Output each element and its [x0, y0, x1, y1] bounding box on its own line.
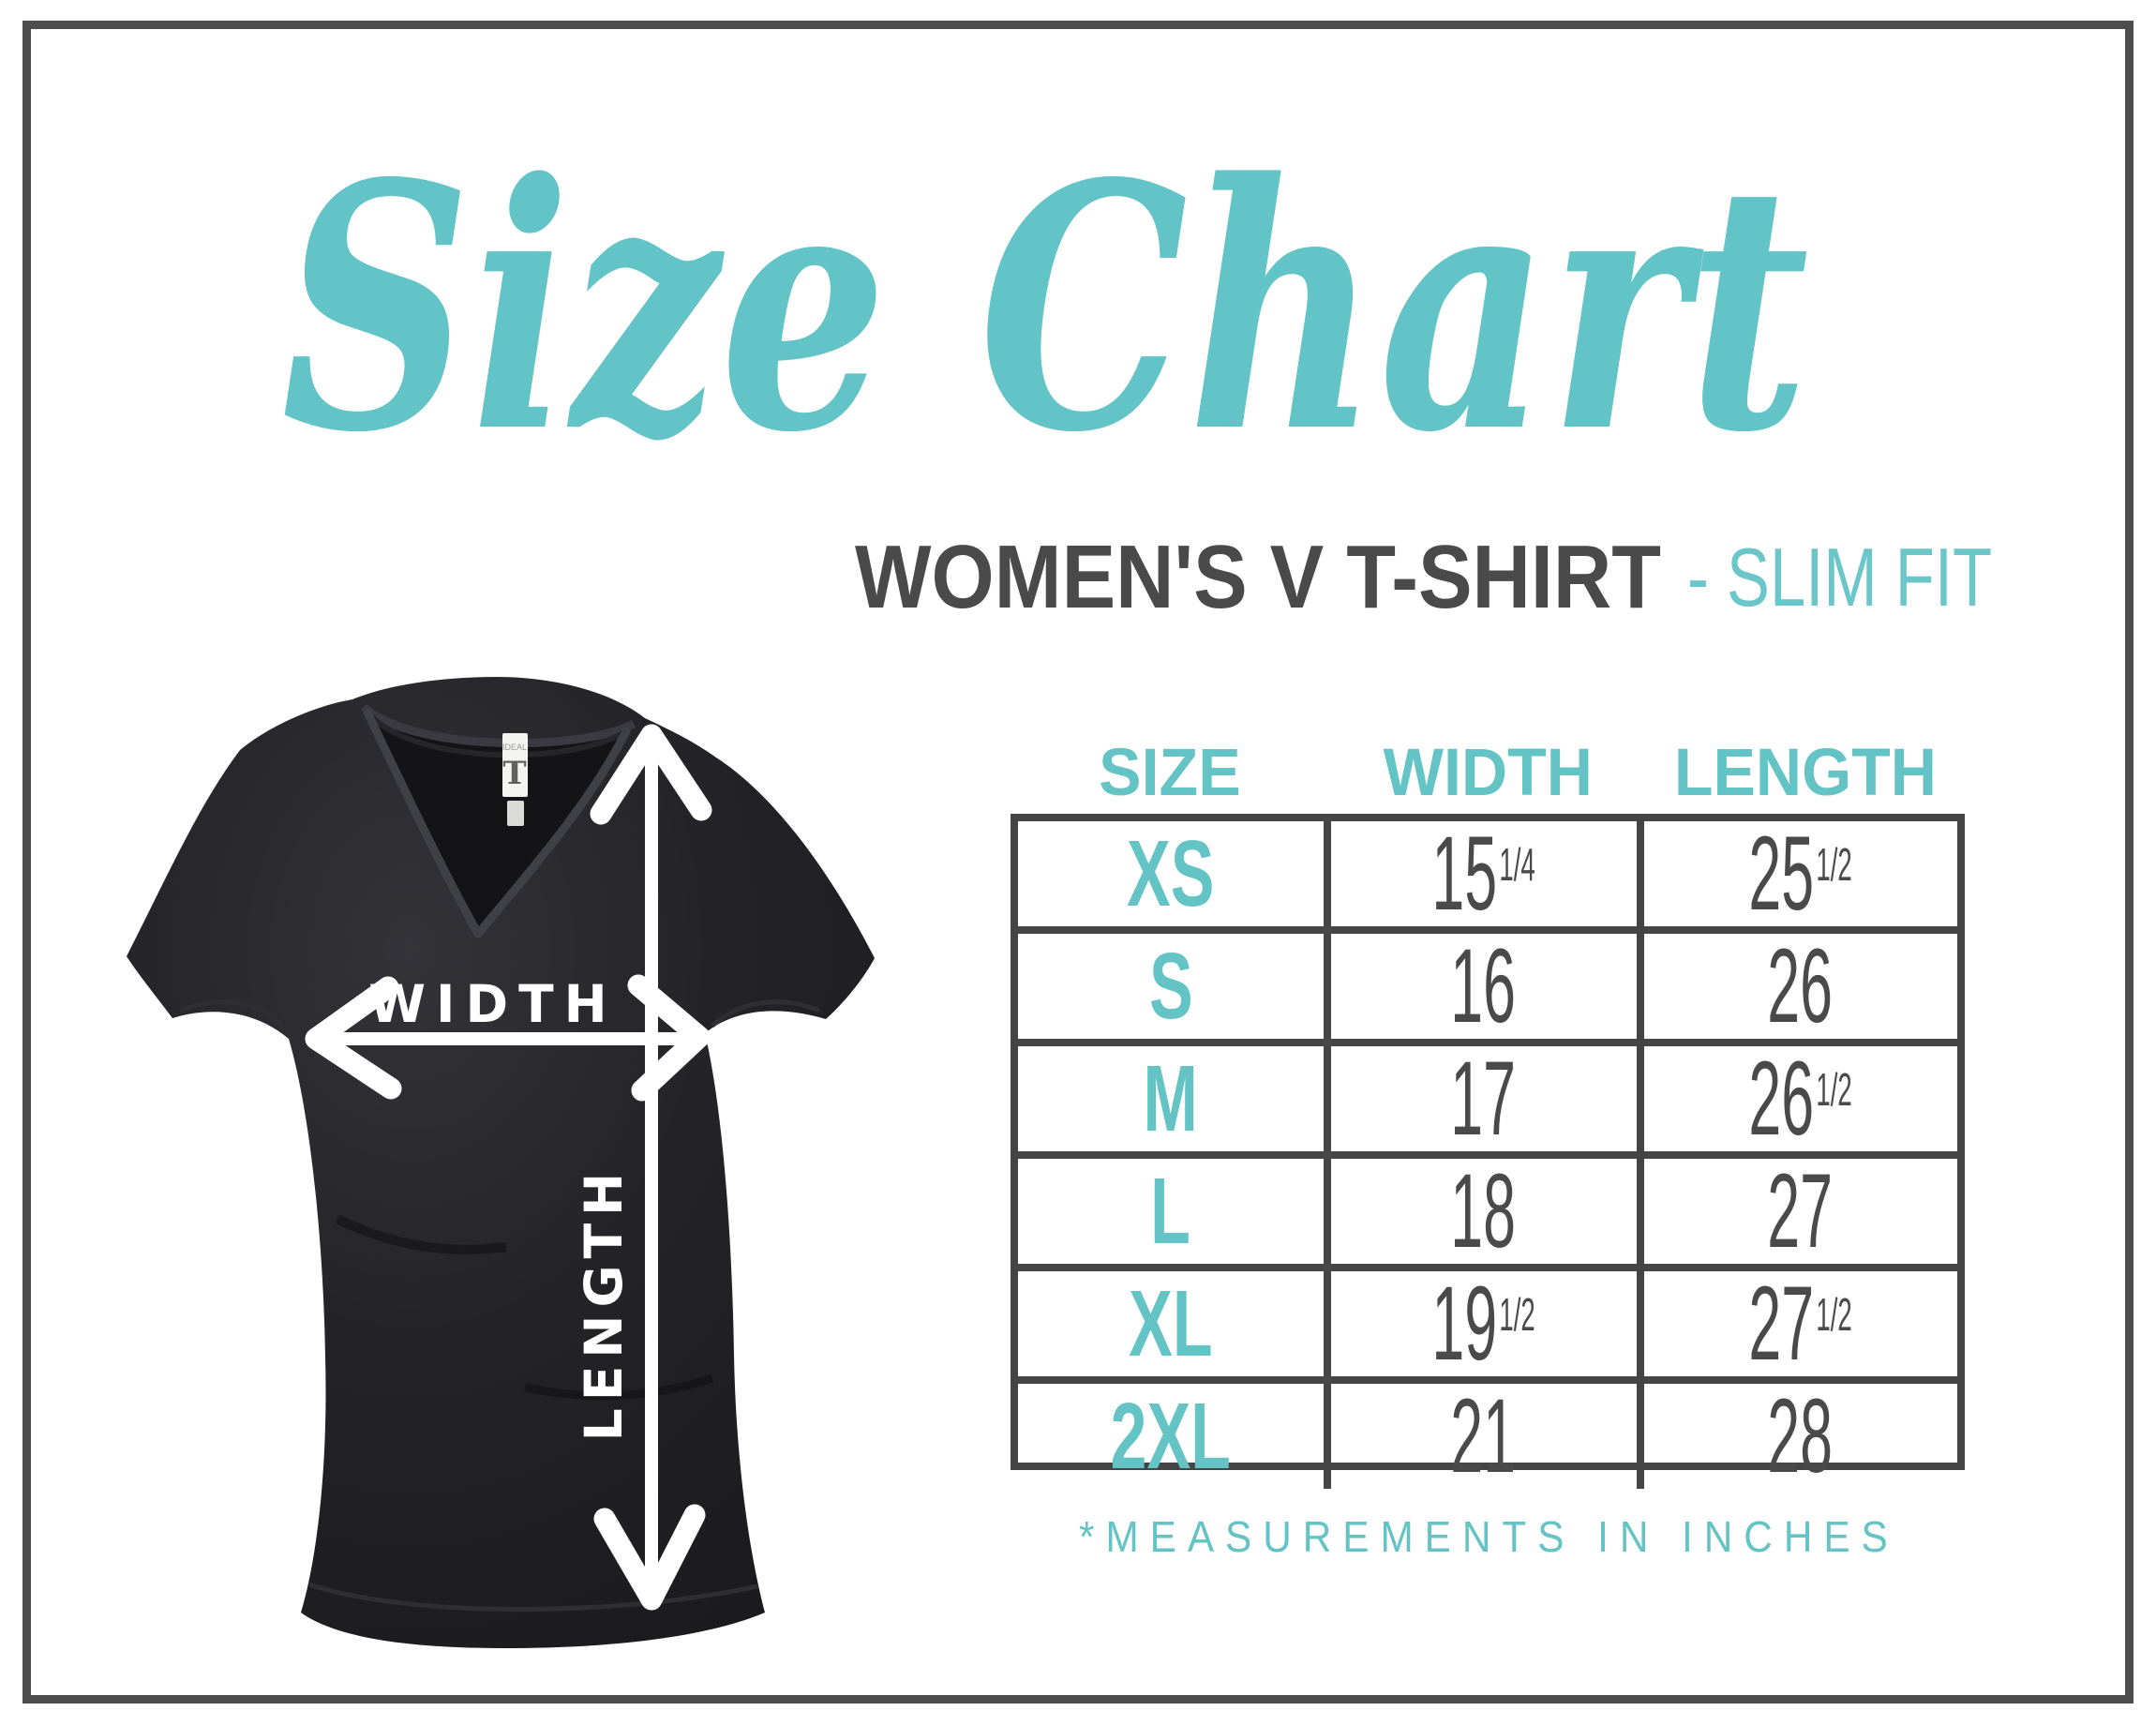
- table-cell-length: 27: [1644, 1159, 1957, 1271]
- length-fraction: 1/2: [1816, 839, 1853, 892]
- neck-tag-brand: IDEAL: [502, 743, 527, 752]
- fold-shadow: [524, 1373, 714, 1401]
- width-value: 17: [1449, 1040, 1516, 1157]
- table-header-row: SIZE WIDTH LENGTH: [1011, 733, 1965, 806]
- size-value: M: [1143, 1046, 1199, 1151]
- length-value: 261/2: [1748, 1040, 1853, 1157]
- page-title: Size Chart: [281, 110, 1809, 506]
- table-cell-size: M: [1018, 1046, 1331, 1159]
- header-block: Size Chart WOMEN'S V T-SHIRT - SLIM FIT: [281, 110, 1992, 627]
- length-fraction: 1/2: [1816, 1289, 1853, 1342]
- length-arrow: [590, 724, 712, 1611]
- length-value: 251/2: [1748, 815, 1853, 932]
- collar-rib: [360, 703, 636, 748]
- table-cell-length: 271/2: [1644, 1271, 1957, 1384]
- table-cell-width: 18: [1331, 1159, 1644, 1271]
- length-value: 27: [1766, 1152, 1833, 1269]
- neck-tag-letter: T: [502, 755, 526, 792]
- size-value: XS: [1127, 821, 1215, 926]
- table-cell-width: 151/4: [1331, 821, 1644, 934]
- tshirt-silhouette: [127, 677, 875, 1648]
- size-value: 2XL: [1110, 1384, 1232, 1489]
- table-cell-width: 17: [1331, 1046, 1644, 1159]
- page-border-frame: [22, 21, 2134, 1703]
- length-value: 271/2: [1748, 1265, 1853, 1382]
- length-fraction: 1/2: [1816, 1064, 1853, 1117]
- table-cell-length: 26: [1644, 934, 1957, 1046]
- footnote-text: *MEASUREMENTS IN INCHES: [1078, 1512, 1899, 1561]
- collar-rib-inner: [368, 713, 628, 758]
- table-cell-width: 191/2: [1331, 1271, 1644, 1384]
- column-header-width: WIDTH: [1383, 736, 1593, 810]
- width-value: 16: [1449, 927, 1516, 1044]
- subtitle-fit: - SLIM FIT: [1687, 531, 1992, 623]
- left-sleeve-stitch: [179, 999, 285, 1029]
- size-value: XL: [1129, 1271, 1213, 1376]
- table-cell-size: 2XL: [1018, 1384, 1331, 1489]
- table-cell-length: 261/2: [1644, 1046, 1957, 1159]
- width-arrow: [305, 974, 711, 1102]
- table-cell-size: XL: [1018, 1271, 1331, 1384]
- table-cell-size: S: [1018, 934, 1331, 1046]
- vneck-opening: [367, 711, 626, 934]
- length-value: 26: [1766, 927, 1833, 1044]
- column-header-length: LENGTH: [1674, 736, 1938, 810]
- table-cell-size: L: [1018, 1159, 1331, 1271]
- vneck-trim-right: [473, 727, 631, 938]
- fold-shadow: [335, 1214, 507, 1254]
- width-value: 18: [1449, 1152, 1516, 1269]
- width-value: 151/4: [1431, 815, 1536, 932]
- measurements-footnote: *MEASUREMENTS IN INCHES: [1011, 1511, 1967, 1562]
- table-cell-width: 16: [1331, 934, 1644, 1046]
- column-header-size: SIZE: [1098, 736, 1241, 810]
- table-cell-size: XS: [1018, 821, 1331, 934]
- width-label: WIDTH: [368, 974, 617, 1034]
- table-cell-length: 251/2: [1644, 821, 1957, 934]
- vneck-trim-left: [363, 708, 483, 938]
- table-cell-length: 28: [1644, 1384, 1957, 1489]
- size-value: S: [1148, 934, 1193, 1039]
- width-value: 191/2: [1431, 1265, 1536, 1382]
- right-sleeve-stitch: [711, 999, 820, 1028]
- width-fraction: 1/4: [1499, 839, 1536, 892]
- length-label: LENGTH: [574, 1165, 634, 1441]
- width-fraction: 1/2: [1499, 1289, 1536, 1342]
- length-value: 28: [1766, 1377, 1833, 1494]
- subtitle-product: WOMEN'S V T-SHIRT: [855, 527, 1661, 627]
- hem-stitch: [308, 1582, 758, 1613]
- neck-size-tag: [507, 801, 524, 826]
- neck-tag: [502, 733, 528, 797]
- table-cell-width: 21: [1331, 1384, 1644, 1489]
- size-table: XS 151/4 251/2 S 16 26 M 17 261/2 L 18 2…: [1011, 814, 1965, 1489]
- size-value: L: [1150, 1159, 1191, 1264]
- width-value: 21: [1449, 1377, 1516, 1494]
